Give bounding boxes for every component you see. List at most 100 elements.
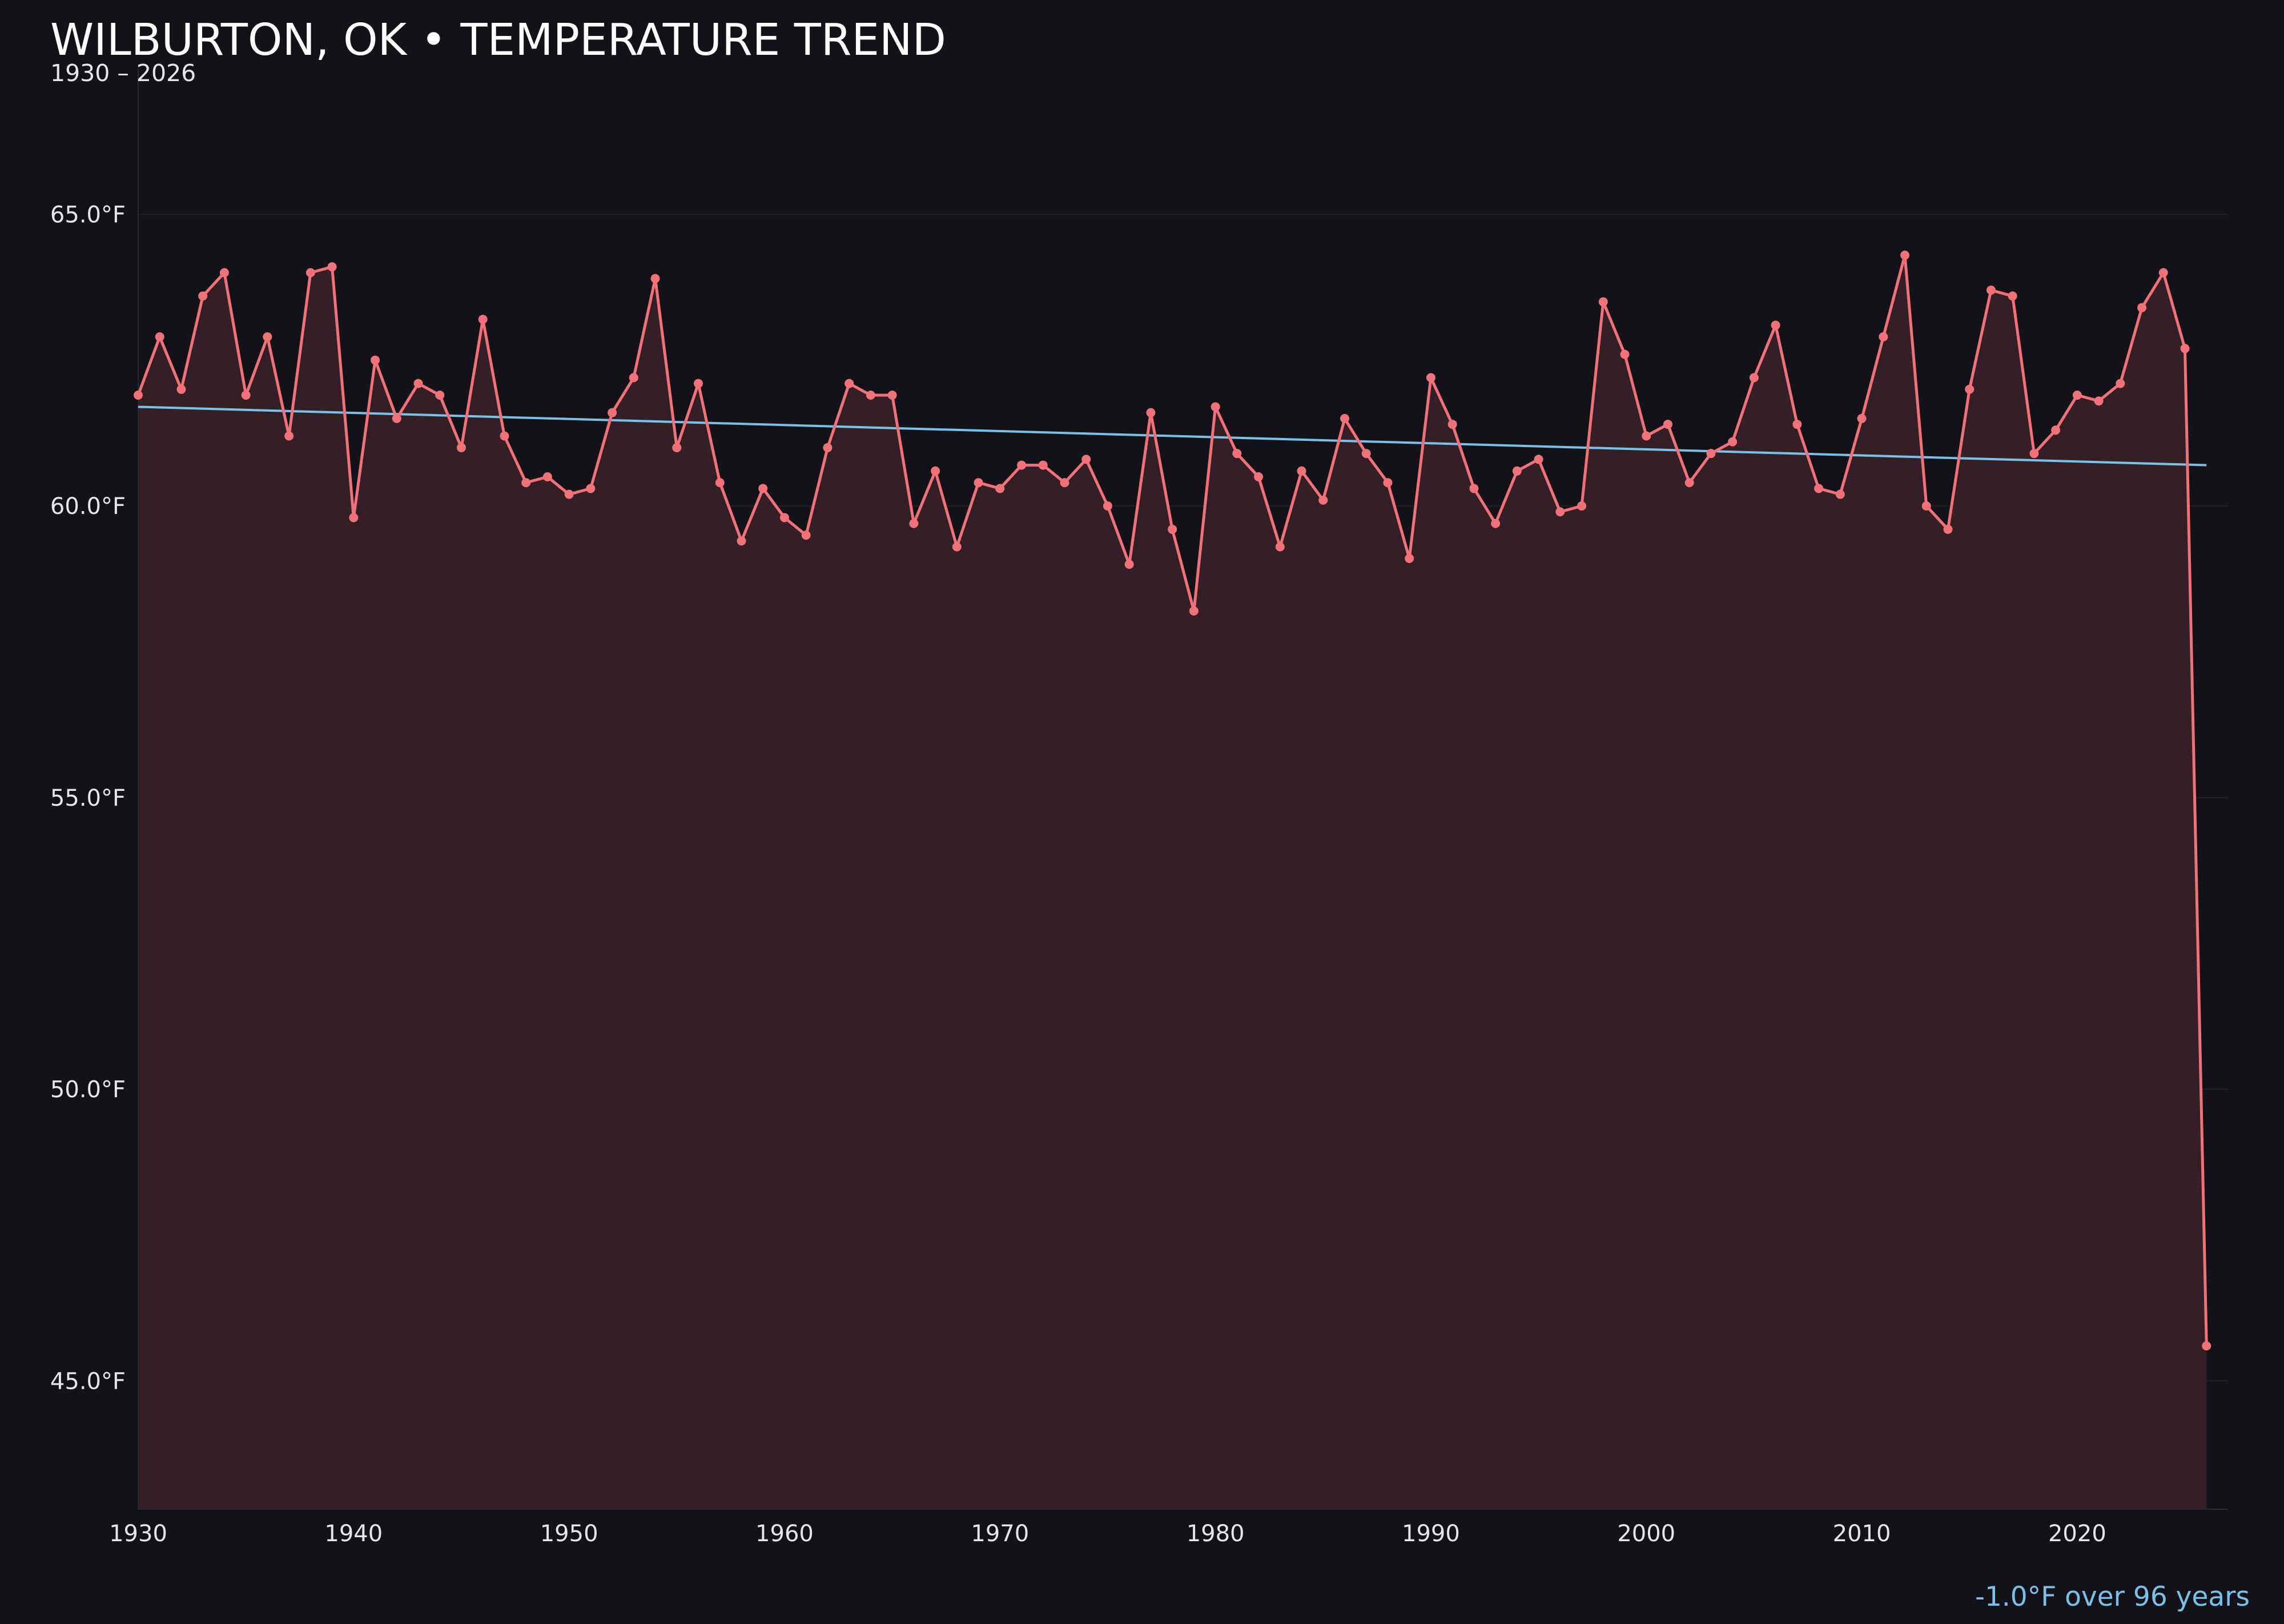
x-tick-label: 1950 bbox=[540, 1521, 598, 1547]
y-tick-label: 55.0°F bbox=[50, 785, 126, 811]
data-point bbox=[1038, 460, 1048, 470]
data-point bbox=[1146, 408, 1156, 417]
data-point bbox=[995, 484, 1005, 493]
data-point bbox=[456, 443, 466, 452]
data-point bbox=[1900, 250, 1910, 260]
data-point bbox=[737, 536, 746, 546]
data-point bbox=[134, 391, 143, 400]
data-point bbox=[1340, 413, 1349, 423]
data-point bbox=[1060, 478, 1069, 488]
data-point bbox=[1103, 501, 1112, 511]
data-point bbox=[1297, 466, 1306, 476]
data-point bbox=[2202, 1341, 2211, 1350]
data-point bbox=[542, 472, 552, 482]
data-point bbox=[1254, 472, 1264, 482]
y-tick-label: 60.0°F bbox=[50, 493, 126, 520]
data-point bbox=[1943, 524, 1953, 534]
data-point bbox=[1857, 413, 1867, 423]
data-point bbox=[263, 332, 272, 341]
data-point bbox=[1792, 420, 1802, 429]
data-points bbox=[134, 250, 2211, 1350]
data-point bbox=[608, 408, 617, 417]
data-point bbox=[1447, 420, 1457, 429]
data-point bbox=[2051, 425, 2061, 435]
data-point bbox=[801, 530, 811, 540]
data-point bbox=[435, 391, 445, 400]
x-tick-label: 1990 bbox=[1402, 1521, 1460, 1547]
x-tick-label: 2020 bbox=[2048, 1521, 2106, 1547]
data-point bbox=[1771, 320, 1780, 330]
data-point bbox=[284, 431, 294, 441]
data-point bbox=[371, 355, 380, 365]
data-point bbox=[2029, 449, 2039, 459]
data-point bbox=[1835, 489, 1845, 499]
data-point bbox=[521, 478, 531, 488]
data-point bbox=[2158, 268, 2168, 278]
data-point bbox=[392, 413, 401, 423]
x-tick-label: 2000 bbox=[1617, 1521, 1675, 1547]
y-tick-label: 50.0°F bbox=[50, 1077, 126, 1103]
data-point bbox=[694, 379, 703, 388]
data-point bbox=[1469, 484, 1479, 493]
data-point bbox=[974, 478, 983, 488]
data-point bbox=[1684, 478, 1694, 488]
data-point bbox=[1728, 437, 1738, 447]
data-point bbox=[2094, 396, 2104, 406]
data-point bbox=[2180, 344, 2190, 353]
x-tick-label: 1980 bbox=[1187, 1521, 1245, 1547]
data-point bbox=[1620, 349, 1630, 359]
data-point bbox=[1017, 460, 1027, 470]
data-point bbox=[779, 513, 789, 522]
data-point bbox=[672, 443, 682, 452]
y-tick-label: 45.0°F bbox=[50, 1368, 126, 1394]
y-tick-label: 65.0°F bbox=[50, 202, 126, 228]
data-point bbox=[887, 391, 897, 400]
data-point bbox=[1534, 455, 1543, 464]
data-point bbox=[1383, 478, 1393, 488]
data-point bbox=[2137, 303, 2147, 312]
data-point bbox=[1318, 495, 1328, 505]
data-point bbox=[1426, 373, 1435, 383]
data-point bbox=[1706, 449, 1716, 459]
data-point bbox=[478, 315, 488, 324]
data-point bbox=[1663, 420, 1672, 429]
x-tick-label: 2010 bbox=[1833, 1521, 1891, 1547]
data-point bbox=[586, 484, 596, 493]
data-point bbox=[1124, 560, 1134, 569]
data-point bbox=[1814, 484, 1824, 493]
data-point bbox=[500, 431, 509, 441]
data-point bbox=[629, 373, 638, 383]
data-point bbox=[1512, 466, 1522, 476]
data-point bbox=[1921, 501, 1931, 511]
data-point bbox=[1879, 332, 1888, 341]
data-point bbox=[1081, 455, 1091, 464]
data-point bbox=[1275, 542, 1285, 552]
data-point bbox=[1232, 449, 1242, 459]
x-tick-label: 1960 bbox=[755, 1521, 814, 1547]
data-point bbox=[931, 466, 940, 476]
data-point bbox=[1642, 431, 1651, 441]
data-point bbox=[349, 513, 359, 522]
data-point bbox=[909, 518, 919, 528]
data-point bbox=[2008, 291, 2017, 301]
data-point bbox=[823, 443, 833, 452]
trend-annotation: -1.0°F over 96 years bbox=[1975, 1581, 2250, 1613]
data-point bbox=[2116, 379, 2125, 388]
data-point bbox=[1749, 373, 1759, 383]
area-fill bbox=[138, 255, 2207, 1510]
data-point bbox=[1361, 449, 1371, 459]
data-point bbox=[2072, 391, 2082, 400]
trend-line bbox=[138, 405, 2207, 467]
data-point bbox=[1405, 554, 1414, 564]
data-point bbox=[845, 379, 854, 388]
data-point bbox=[866, 391, 875, 400]
data-point bbox=[758, 484, 768, 493]
data-point bbox=[1965, 384, 1975, 394]
data-point bbox=[1577, 501, 1587, 511]
x-tick-labels: 1930 1940 1950 1960 1970 1980 1990 2000 2010 2020 bbox=[109, 1521, 2106, 1547]
data-point bbox=[176, 384, 186, 394]
data-point bbox=[198, 291, 208, 301]
x-tick-label: 1930 bbox=[109, 1521, 167, 1547]
data-point bbox=[1986, 286, 1996, 295]
